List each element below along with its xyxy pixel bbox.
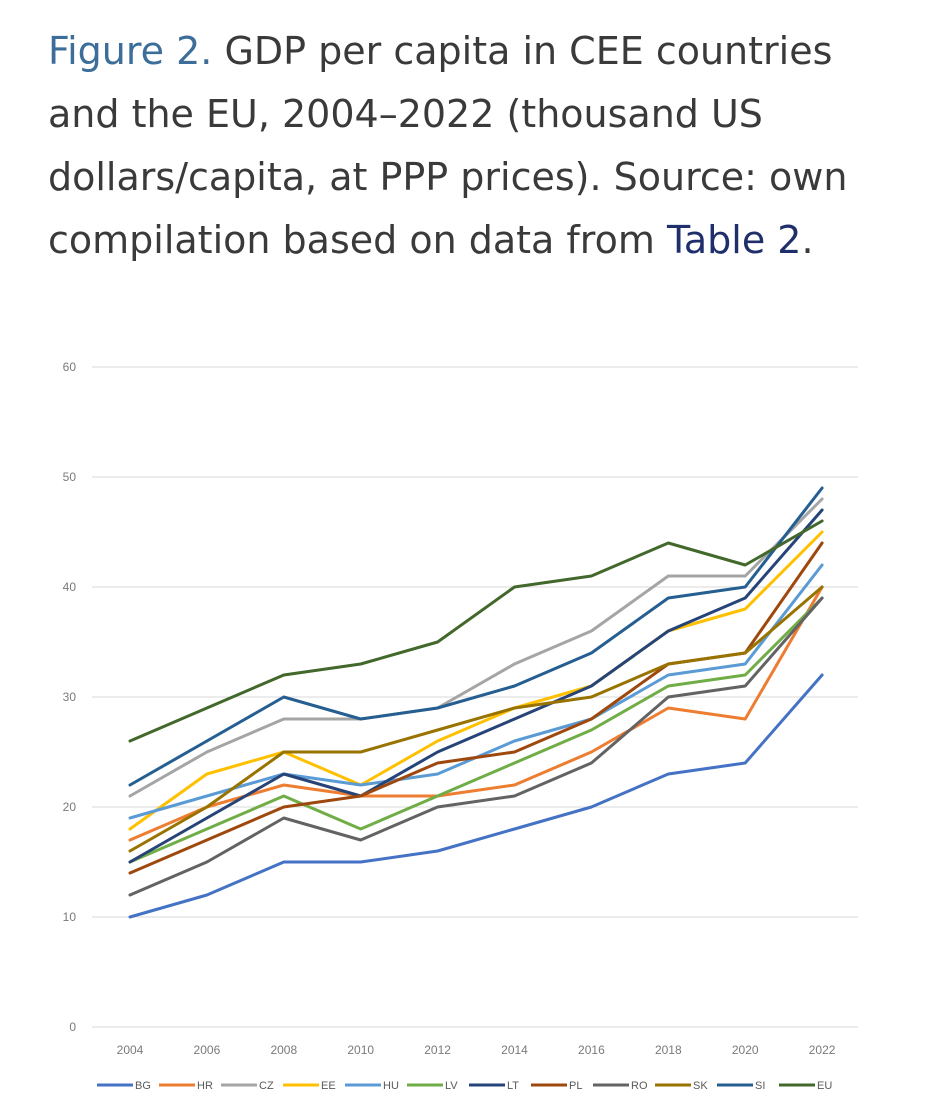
series-line-ro	[128, 596, 824, 897]
y-tick-label: 10	[63, 910, 77, 924]
legend-item-cz: CZ	[221, 1080, 274, 1092]
legend-label: PL	[569, 1080, 582, 1092]
x-tick-label: 2022	[809, 1043, 836, 1057]
x-axis: 2004 2006 2008 2010 2012 2014 2016 2018 2020 2022	[117, 1043, 836, 1057]
series-line-pl	[128, 541, 824, 875]
legend-item-hu: HU	[345, 1080, 399, 1092]
legend-item-ro: RO	[593, 1080, 648, 1092]
x-tick-label: 2010	[347, 1043, 374, 1057]
x-tick-label: 2008	[270, 1043, 297, 1057]
x-tick-label: 2020	[732, 1043, 759, 1057]
series-line-lv	[128, 596, 824, 864]
chart-legend: BG HR CZ EE HU LV LT PL RO SK SI EU	[97, 1080, 832, 1092]
table-2-link[interactable]: Table 2	[666, 218, 802, 262]
y-axis: 0 10 20 30 40 50 60	[63, 360, 77, 1034]
legend-label: RO	[631, 1080, 648, 1092]
series-line-eu	[128, 519, 824, 743]
legend-label: EE	[321, 1080, 336, 1092]
caption-text: GDP per capita in CEE countries and the …	[48, 29, 848, 262]
x-tick-label: 2016	[578, 1043, 605, 1057]
legend-item-sk: SK	[655, 1080, 708, 1092]
y-tick-label: 40	[63, 580, 77, 594]
legend-item-si: SI	[717, 1080, 765, 1092]
figure-label: Figure 2.	[48, 29, 213, 73]
series-line-cz	[128, 497, 824, 798]
y-tick-label: 0	[69, 1020, 76, 1034]
legend-label: LT	[507, 1080, 519, 1092]
legend-item-pl: PL	[531, 1080, 582, 1092]
series-line-ee	[128, 530, 824, 831]
x-tick-label: 2006	[194, 1043, 221, 1057]
series-lines	[128, 486, 824, 919]
figure-caption: Figure 2. GDP per capita in CEE countrie…	[48, 20, 898, 272]
y-tick-label: 60	[63, 360, 77, 374]
y-tick-label: 50	[63, 470, 77, 484]
legend-item-lv: LV	[407, 1080, 458, 1092]
caption-end: .	[801, 218, 814, 262]
y-tick-label: 30	[63, 690, 77, 704]
legend-item-ee: EE	[283, 1080, 336, 1092]
legend-label: HR	[197, 1080, 213, 1092]
legend-item-eu: EU	[779, 1080, 832, 1092]
legend-label: BG	[135, 1080, 151, 1092]
legend-label: CZ	[259, 1080, 274, 1092]
x-tick-label: 2018	[655, 1043, 682, 1057]
legend-item-hr: HR	[159, 1080, 213, 1092]
series-line-lt	[128, 508, 824, 864]
legend-label: SI	[755, 1080, 765, 1092]
series-line-si	[128, 486, 824, 787]
legend-label: HU	[383, 1080, 399, 1092]
y-tick-label: 20	[63, 800, 77, 814]
x-tick-label: 2004	[117, 1043, 144, 1057]
series-line-sk	[128, 585, 824, 853]
series-line-bg	[128, 673, 824, 919]
x-tick-label: 2014	[501, 1043, 528, 1057]
legend-label: EU	[817, 1080, 832, 1092]
x-tick-label: 2012	[424, 1043, 451, 1057]
legend-label: SK	[693, 1080, 708, 1092]
legend-item-bg: BG	[97, 1080, 151, 1092]
legend-label: LV	[445, 1080, 458, 1092]
legend-item-lt: LT	[469, 1080, 519, 1092]
